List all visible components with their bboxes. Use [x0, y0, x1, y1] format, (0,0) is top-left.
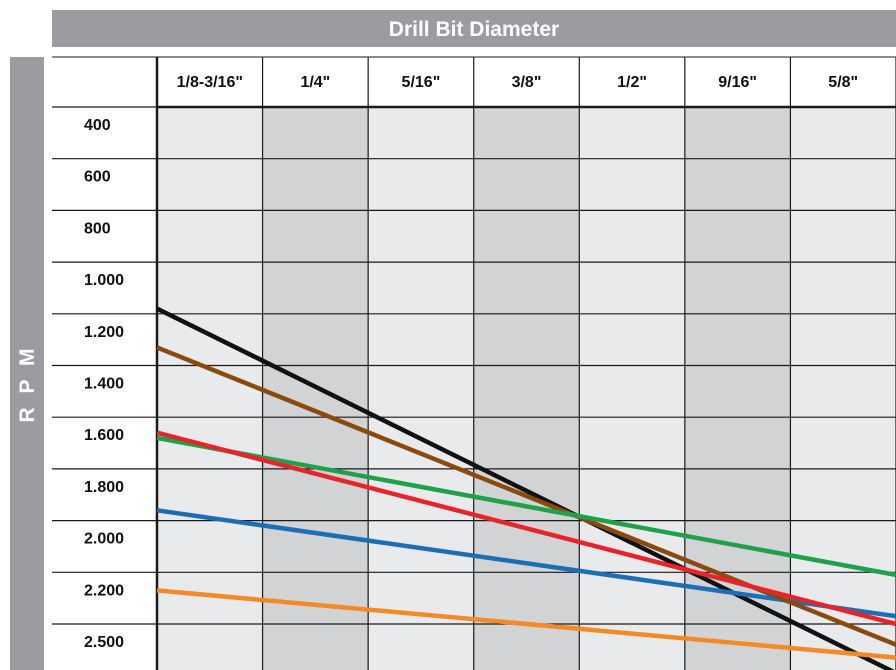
- rpm-tick-label: 800: [84, 220, 111, 237]
- column-band: [790, 107, 896, 670]
- column-label: 5/16": [402, 74, 441, 91]
- y-axis-side-band: [10, 57, 44, 670]
- column-bands: [157, 107, 896, 670]
- labels: Drill Bit Diameter R P M 1/8-3/16" 1/4" 5/…: [16, 18, 858, 651]
- column-band: [368, 107, 474, 670]
- column-label: 1/4": [300, 74, 330, 91]
- column-label: 1/2": [617, 74, 647, 91]
- rpm-label-column: [52, 107, 157, 670]
- column-label: 5/8": [828, 74, 858, 91]
- rpm-tick-label: 2.200: [84, 582, 124, 599]
- chart-background: [10, 10, 896, 670]
- rpm-tick-label: 2.500: [84, 634, 124, 651]
- rpm-tick-label: 1.600: [84, 427, 124, 444]
- series-line: [156, 435, 896, 578]
- grid-lines: [52, 56, 896, 670]
- series-line: [156, 345, 896, 647]
- rpm-tick-label: 1.200: [84, 324, 124, 341]
- series-lines: [156, 306, 896, 670]
- series-line: [156, 306, 895, 670]
- column-label: 1/8-3/16": [177, 74, 243, 91]
- series-line: [156, 508, 896, 619]
- column-band: [473, 107, 580, 670]
- x-axis-header-band: [52, 10, 896, 47]
- rpm-tick-label: 400: [84, 117, 111, 134]
- rpm-tick-label: 1.800: [84, 479, 124, 496]
- column-band: [684, 107, 791, 670]
- series-line: [156, 588, 896, 660]
- rpm-tick-label: 1.000: [84, 272, 124, 289]
- rpm-tick-label: 2.000: [84, 531, 124, 548]
- y-axis-title: R P M: [16, 345, 39, 423]
- series-line: [156, 430, 896, 627]
- column-band: [157, 107, 263, 670]
- column-label: 3/8": [512, 74, 542, 91]
- x-axis-title: Drill Bit Diameter: [389, 18, 559, 41]
- rpm-tick-label: 1.400: [84, 376, 124, 393]
- rpm-tick-label: 600: [84, 169, 111, 186]
- column-label: 9/16": [718, 74, 757, 91]
